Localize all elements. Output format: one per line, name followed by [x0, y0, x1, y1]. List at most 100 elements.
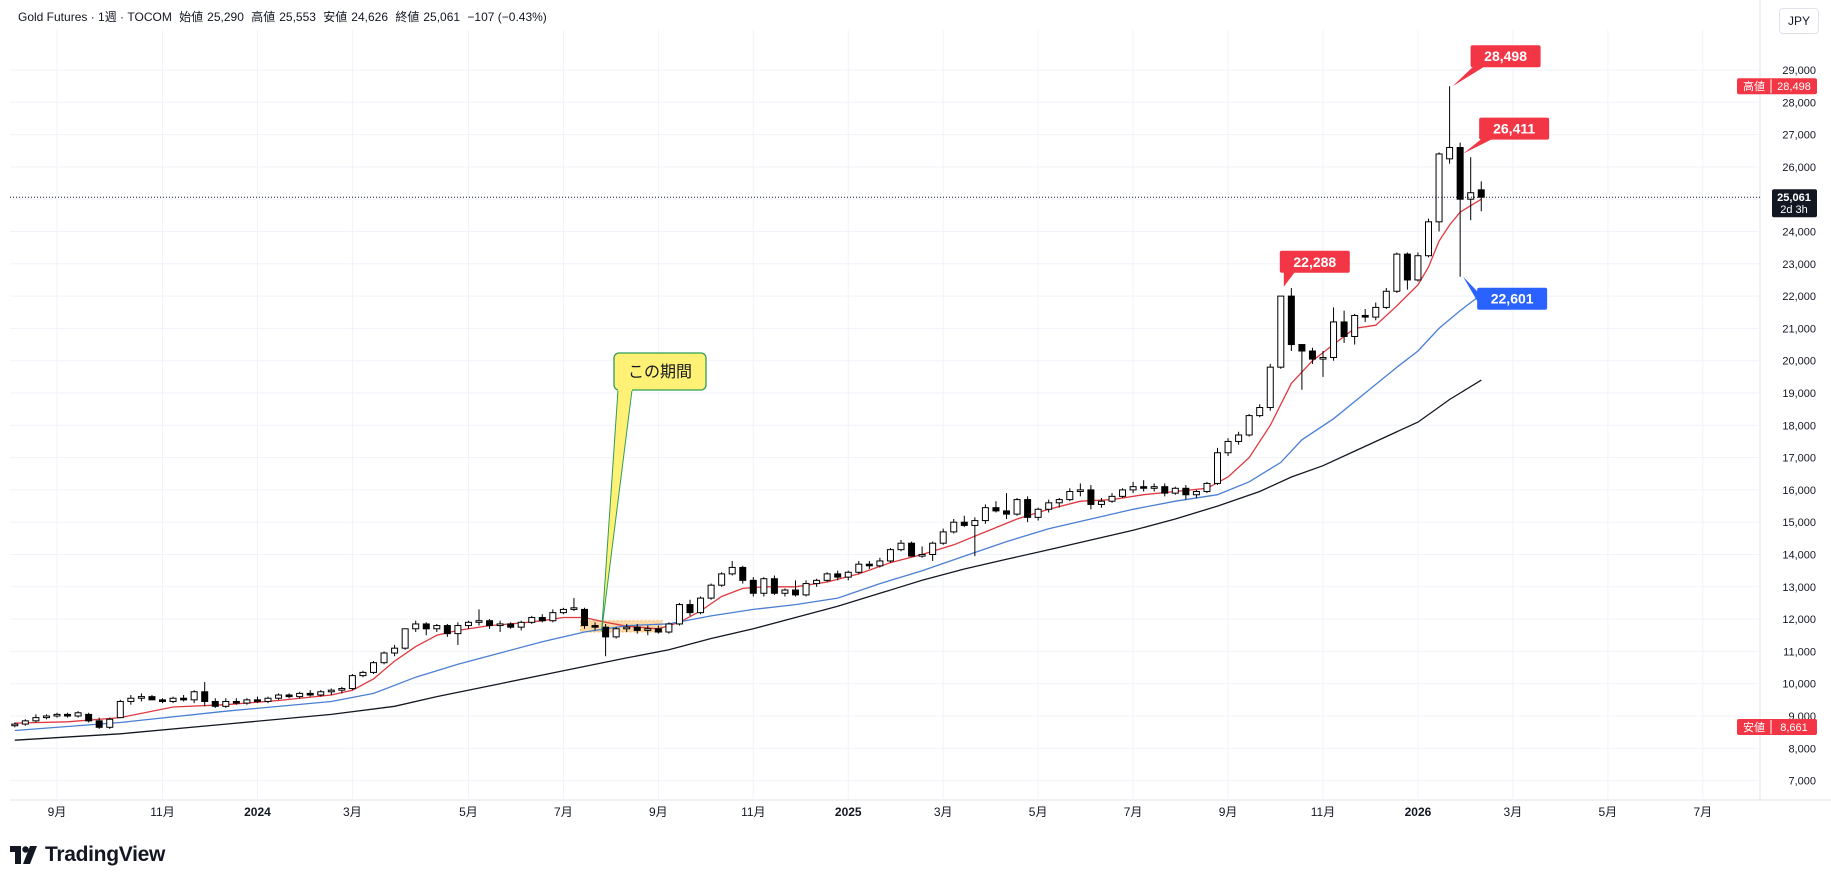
candle: [707, 583, 715, 600]
candle-body: [232, 700, 240, 704]
candle-body: [1319, 356, 1327, 360]
candle: [739, 565, 747, 584]
candle-body: [95, 720, 103, 728]
candle-body: [1235, 434, 1243, 442]
y-tick-label: 29,000: [1782, 65, 1816, 77]
x-tick-label: 3月: [1504, 805, 1523, 819]
candle-body: [1045, 502, 1053, 510]
candle: [918, 546, 926, 558]
candle-body: [338, 688, 346, 691]
low-value: 24,626: [351, 10, 388, 24]
candle-body: [1097, 500, 1105, 505]
change-value: −107 (−0.43%): [467, 10, 547, 24]
candle: [686, 599, 694, 616]
candle-body: [42, 715, 50, 719]
candle-body: [1361, 314, 1369, 318]
candle: [507, 622, 515, 629]
candle-body: [633, 626, 641, 631]
candle: [908, 541, 916, 557]
candle: [1425, 218, 1432, 258]
plot-area: [10, 30, 1760, 800]
candle: [1192, 489, 1200, 498]
candle-body: [380, 652, 388, 664]
candle: [169, 696, 177, 704]
y-tick-label: 23,000: [1782, 259, 1816, 271]
candle-body: [834, 573, 842, 578]
candle: [127, 695, 135, 705]
candle: [612, 627, 620, 639]
candle-body: [1034, 508, 1042, 518]
high-label: 高値: [251, 10, 276, 24]
candle-body: [538, 616, 546, 622]
candle-body: [1456, 147, 1464, 200]
candle: [32, 714, 40, 723]
candle: [728, 560, 736, 576]
candle-body: [570, 607, 578, 610]
y-tick-label: 19,000: [1782, 388, 1816, 400]
candle: [1003, 493, 1010, 519]
candle: [1119, 488, 1127, 498]
candle-body: [159, 699, 166, 702]
candle: [159, 698, 166, 704]
candle-body: [1129, 486, 1137, 491]
candle-body: [180, 697, 188, 701]
candle-body: [1446, 147, 1454, 160]
candle: [1013, 497, 1021, 516]
brand-logo[interactable]: TradingView: [10, 843, 165, 867]
candle: [53, 712, 61, 718]
candle: [1224, 438, 1232, 456]
candle-body: [127, 697, 135, 702]
candle-body: [412, 623, 420, 630]
candle: [528, 615, 536, 624]
candle: [792, 580, 799, 597]
candle-body: [559, 608, 567, 614]
candle: [760, 577, 768, 597]
candle: [633, 623, 641, 634]
candle: [559, 607, 567, 615]
x-tick-label: 11月: [741, 805, 765, 819]
last-price-badge: [1772, 189, 1817, 218]
candle-body: [654, 628, 662, 633]
x-tick-label: 11月: [150, 805, 174, 819]
candle: [116, 699, 124, 719]
candle-body: [1467, 192, 1475, 200]
candle-body: [1203, 482, 1211, 493]
candle-body: [960, 521, 968, 526]
currency-button[interactable]: JPY: [1779, 8, 1819, 34]
x-tick-label: 9月: [48, 805, 67, 819]
candle-body: [602, 626, 610, 638]
candle: [644, 625, 652, 636]
candle: [538, 614, 546, 623]
candle-body: [1382, 290, 1390, 308]
candle-body: [1055, 499, 1063, 504]
candle-body: [739, 566, 747, 581]
candle-body: [1192, 491, 1200, 496]
candle: [253, 696, 261, 704]
axis-marker: [1737, 78, 1817, 95]
y-tick-label: 24,000: [1782, 227, 1816, 239]
price-callout-value: 22,288: [1293, 254, 1336, 270]
countdown-value: 2d 3h: [1780, 204, 1808, 216]
candle-body: [686, 604, 694, 614]
candle: [1076, 483, 1084, 497]
candle: [1024, 496, 1032, 523]
candle: [359, 670, 367, 678]
candle-body: [591, 625, 599, 628]
candle-body: [792, 589, 799, 596]
candle: [137, 693, 145, 702]
candle: [665, 622, 673, 634]
candle-body: [665, 623, 673, 633]
candle: [960, 515, 968, 528]
candle: [1308, 347, 1316, 364]
candle-body: [359, 671, 367, 677]
candle-body: [433, 625, 441, 630]
candle: [380, 651, 388, 665]
candle-body: [644, 628, 652, 631]
candle-body: [317, 691, 325, 696]
symbol-title[interactable]: Gold Futures · 1週 · TOCOM: [18, 10, 172, 24]
candle-body: [1340, 321, 1348, 337]
candle: [1467, 157, 1475, 221]
candle: [1446, 86, 1454, 164]
candle: [327, 688, 335, 696]
